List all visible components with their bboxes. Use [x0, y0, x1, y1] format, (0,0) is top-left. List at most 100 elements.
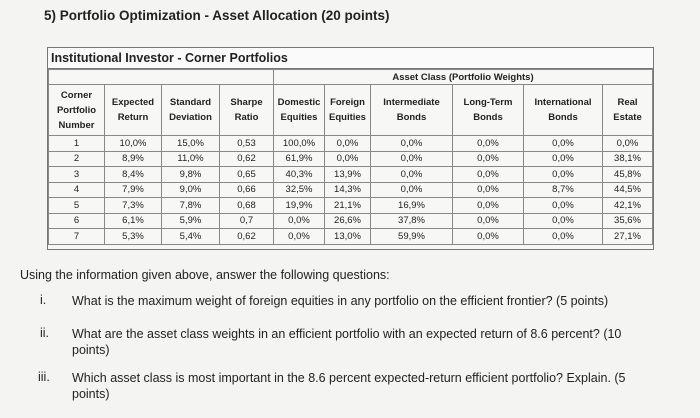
- column-header: Real Estate: [602, 84, 653, 136]
- table-cell: 0,0%: [452, 166, 524, 183]
- table-cell: 0,0%: [523, 228, 603, 245]
- table-cell: 5,4%: [161, 228, 220, 245]
- table-cell: 0,0%: [523, 135, 603, 152]
- group-header-row: Asset Class (Portfolio Weights): [48, 69, 653, 85]
- table-cell: 8,7%: [523, 181, 603, 198]
- table-cell: 11,0%: [161, 150, 220, 167]
- table-cell: 6,1%: [104, 212, 162, 229]
- table-cell: 5,3%: [104, 228, 162, 245]
- question-number: iii.: [38, 370, 50, 384]
- table-cell: 42,1%: [602, 197, 653, 214]
- table-cell: 0,0%: [523, 197, 603, 214]
- table-row: 6 6,1% 5,9% 0,7 0,0% 26,6% 37,8% 0,0% 0,0% 35,6%: [48, 212, 653, 229]
- empty-cell: [48, 69, 274, 85]
- column-header: Sharpe Ratio: [219, 84, 274, 136]
- table-cell: 38,1%: [602, 150, 653, 167]
- table-cell: 0,7: [219, 212, 274, 229]
- table-cell: 0,0%: [452, 197, 524, 214]
- table-cell: 4: [48, 181, 105, 198]
- table-cell: 0,0%: [370, 166, 453, 183]
- table-cell: 5: [48, 197, 105, 214]
- table-cell: 0,0%: [523, 212, 603, 229]
- question-text: Which asset class is most important in t…: [72, 371, 626, 401]
- table-cell: 0,68: [219, 197, 274, 214]
- table-cell: 37,8%: [370, 212, 453, 229]
- column-header: Foreign Equities: [324, 84, 371, 136]
- table-cell: 14,3%: [324, 181, 371, 198]
- table-cell: 6: [48, 212, 105, 229]
- table-cell: 8,4%: [104, 166, 162, 183]
- asset-class-header: Asset Class (Portfolio Weights): [273, 69, 653, 85]
- table-cell: 0,0%: [370, 150, 453, 167]
- table-cell: 5,9%: [161, 212, 220, 229]
- column-header: Long-Term Bonds: [452, 84, 524, 136]
- table-cell: 7: [48, 228, 105, 245]
- column-header: Corner Portfolio Number: [48, 84, 105, 136]
- table-cell: 0,0%: [273, 212, 325, 229]
- table-cell: 0,62: [219, 228, 274, 245]
- table-cell: 26,6%: [324, 212, 371, 229]
- question-number: ii.: [40, 326, 50, 340]
- table-cell: 0,0%: [452, 228, 524, 245]
- table-cell: 0,0%: [602, 135, 653, 152]
- table-cell: 7,8%: [161, 197, 220, 214]
- table-cell: 32,5%: [273, 181, 325, 198]
- table-cell: 44,5%: [602, 181, 653, 198]
- table-cell: 15,0%: [161, 135, 220, 152]
- table-cell: 0,0%: [523, 150, 603, 167]
- table-row: 5 7,3% 7,8% 0,68 19,9% 21,1% 16,9% 0,0% 0,0% 42,1…: [48, 197, 653, 214]
- column-header: Standard Deviation: [161, 84, 220, 136]
- question-number: i.: [40, 293, 47, 307]
- table-cell: 19,9%: [273, 197, 325, 214]
- table-cell: 0,62: [219, 150, 274, 167]
- table-cell: 7,9%: [104, 181, 162, 198]
- table-cell: 0,0%: [370, 135, 453, 152]
- question-text: What is the maximum weight of foreign eq…: [72, 294, 609, 308]
- table-cell: 0,0%: [452, 212, 524, 229]
- column-header: Expected Return: [104, 84, 162, 136]
- table-title: Institutional Investor - Corner Portfoli…: [48, 48, 653, 69]
- column-header: International Bonds: [523, 84, 603, 136]
- question-text: What are the asset class weights in an e…: [72, 327, 622, 357]
- table-row: 7 5,3% 5,4% 0,62 0,0% 13,0% 59,9% 0,0% 0,0% 27,1%: [48, 228, 653, 245]
- table-cell: 10,0%: [104, 135, 162, 152]
- table-cell: 16,9%: [370, 197, 453, 214]
- table-cell: 27,1%: [602, 228, 653, 245]
- table-cell: 0,0%: [324, 150, 371, 167]
- table-row: 2 8,9% 11,0% 0,62 61,9% 0,0% 0,0% 0,0% 0,0% 38,1%: [48, 150, 653, 167]
- table-cell: 100,0%: [273, 135, 325, 152]
- table-cell: 0,66: [219, 181, 274, 198]
- table-cell: 0,0%: [452, 150, 524, 167]
- table-cell: 0,0%: [523, 166, 603, 183]
- table-cell: 45,8%: [602, 166, 653, 183]
- table-cell: 0,0%: [273, 228, 325, 245]
- table-cell: 3: [48, 166, 105, 183]
- table-cell: 21,1%: [324, 197, 371, 214]
- table-cell: 2: [48, 150, 105, 167]
- table-cell: 9,0%: [161, 181, 220, 198]
- table-cell: 0,0%: [452, 181, 524, 198]
- instructions: Using the information given above, answe…: [20, 268, 390, 282]
- table-cell: 13,0%: [324, 228, 371, 245]
- table-cell: 0,0%: [370, 181, 453, 198]
- table-row: 1 10,0% 15,0% 0,53 100,0% 0,0% 0,0% 0,0% 0,0% 0,0…: [48, 135, 653, 152]
- column-header: Domestic Equities: [273, 84, 325, 136]
- table-cell: 0,65: [219, 166, 274, 183]
- table-cell: 0,0%: [452, 135, 524, 152]
- table-cell: 8,9%: [104, 150, 162, 167]
- table-cell: 59,9%: [370, 228, 453, 245]
- table-cell: 0,0%: [324, 135, 371, 152]
- table-cell: 0,53: [219, 135, 274, 152]
- table-cell: 61,9%: [273, 150, 325, 167]
- column-header: Intermediate Bonds: [370, 84, 453, 136]
- table-cell: 9,8%: [161, 166, 220, 183]
- table-cell: 35,6%: [602, 212, 653, 229]
- table-row: 4 7,9% 9,0% 0,66 32,5% 14,3% 0,0% 0,0% 8,7% 44,5%: [48, 181, 653, 198]
- question-heading: 5) Portfolio Optimization - Asset Alloca…: [44, 8, 390, 23]
- table-cell: 1: [48, 135, 105, 152]
- table-cell: 40,3%: [273, 166, 325, 183]
- corner-portfolios-table: Institutional Investor - Corner Portfoli…: [47, 47, 654, 250]
- table-cell: 13,9%: [324, 166, 371, 183]
- table-cell: 7,3%: [104, 197, 162, 214]
- column-header-row: Corner Portfolio Number Expected Return St…: [48, 84, 653, 136]
